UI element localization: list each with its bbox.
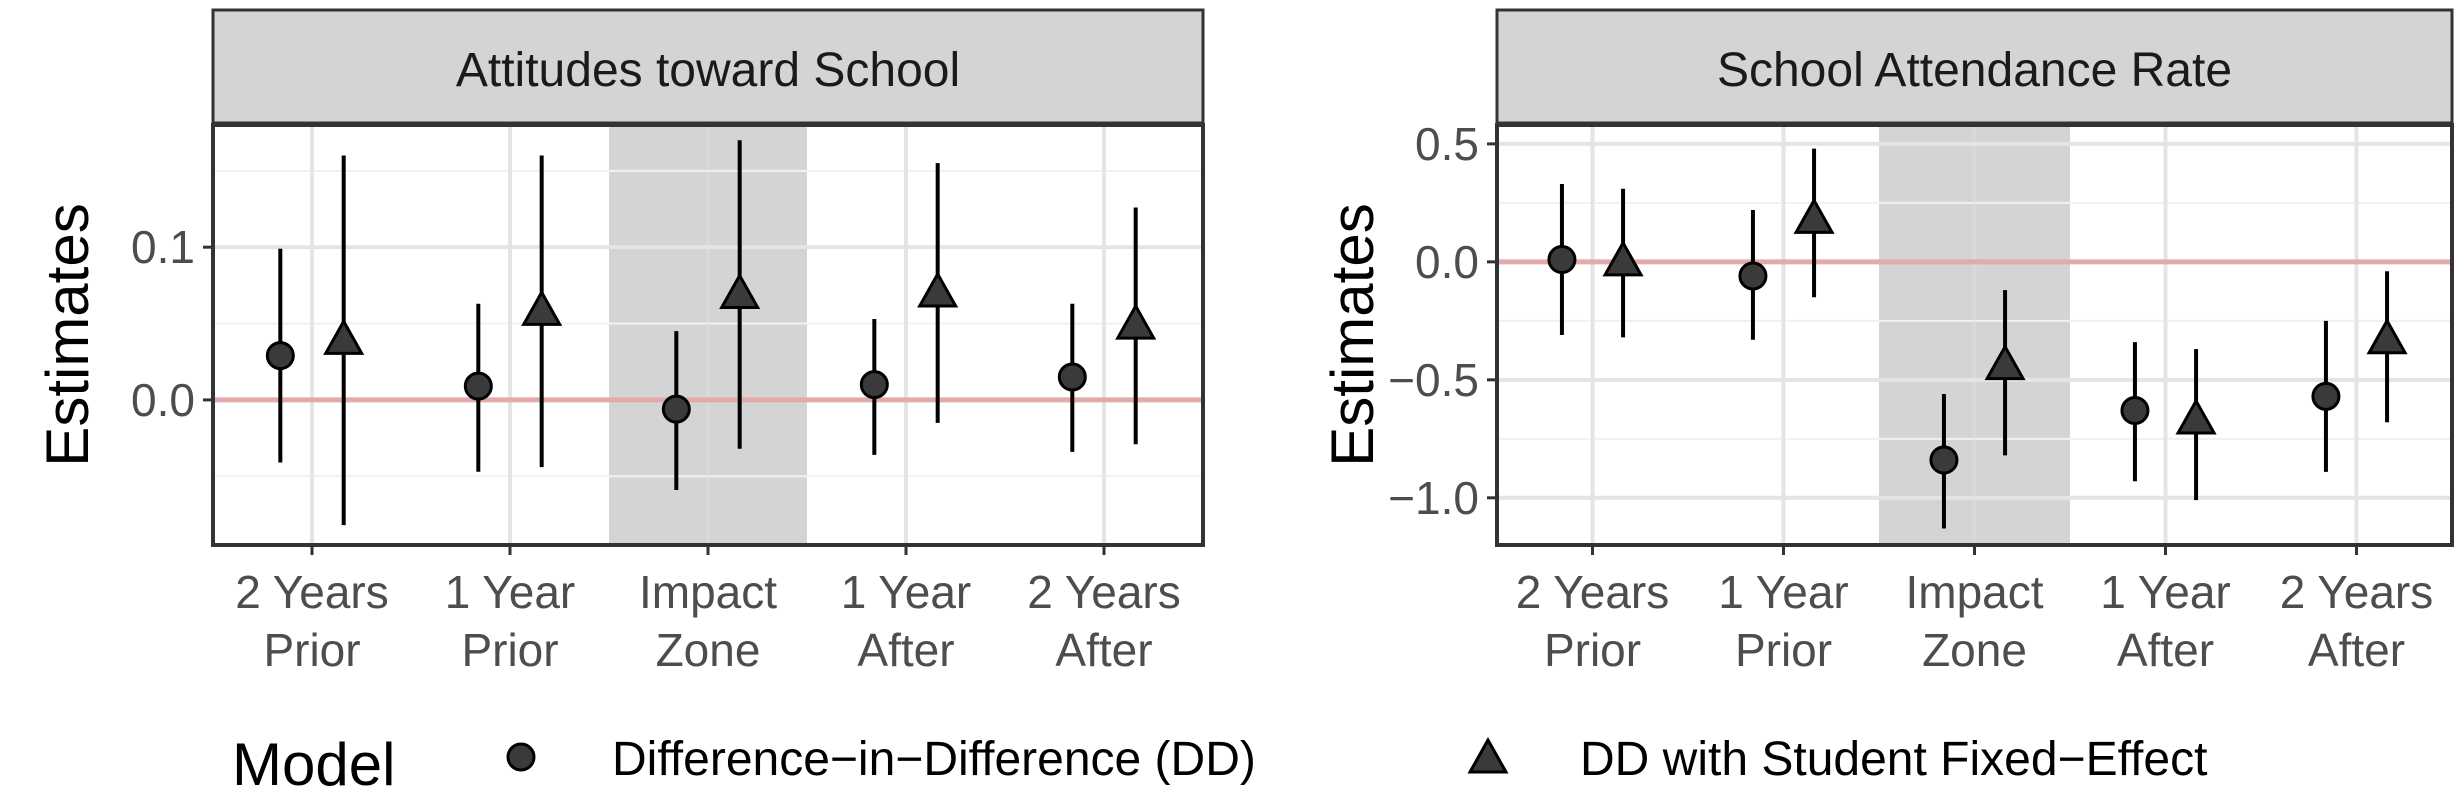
point-circle [2311,381,2341,411]
x-tick-label-line: Impact [1905,566,2043,618]
point-circle [2120,396,2150,426]
x-tick-label: 2 Years Prior [235,566,388,676]
x-tick-label-line: Prior [263,624,360,676]
legend-label-dd: Difference−in−Difference (DD) [612,733,1256,786]
series-dd-fixed-effect [323,140,1157,526]
x-tick-label-line: 1 Year [1718,566,1848,618]
x-tick-label-line: 1 Year [2100,566,2230,618]
x-tick-label-line: After [1055,624,1152,676]
x-tick-label: 1 Year Prior [1718,566,1848,676]
x-tick-label: 2 Years Prior [1516,566,1669,676]
impact-zone-band [1879,125,2070,545]
y-tick-label: −1.0 [1388,472,1479,524]
point-circle [859,370,889,400]
chart-panels: Attitudes toward School 0.0 0.1 Estimates 2 … [34,8,2454,676]
x-tick-label: 1 Year Prior [445,566,575,676]
point-circle [265,341,295,371]
legend-title: Model [232,731,395,798]
point-triangle [1115,303,1157,340]
facet-strip [1495,8,2454,125]
x-tick-label-line: Prior [461,624,558,676]
point-triangle [1793,197,1835,234]
x-tick-label-line: 1 Year [445,566,575,618]
impact-zone-band [609,125,807,545]
x-tick-label: 1 Year After [841,566,971,676]
point-circle [661,394,691,424]
x-tick-label-line: Zone [656,624,761,676]
x-tick-label: 2 Years After [1027,566,1180,676]
series-dd-fixed-effect [1602,148,2408,501]
y-axis-title: Estimates [34,203,101,466]
point-circle [1929,445,1959,475]
y-tick-label: 0.0 [1415,236,1479,288]
series-dd [1547,183,2341,529]
x-tick-label-line: 1 Year [841,566,971,618]
legend-label-dd-fe: DD with Student Fixed−Effect [1580,733,2207,786]
panel-1: Attitudes toward School 0.0 0.1 Estimates 2 … [34,8,1205,676]
point-triangle [2366,317,2408,355]
x-tick-label-line: After [2308,624,2405,676]
legend-triangle-marker [1467,736,1509,774]
x-tick-label: Impact Zone [639,566,777,676]
point-circle [1057,362,1087,392]
panel-border [211,123,1205,547]
point-triangle [2175,397,2217,435]
point-circle [1738,261,1768,291]
x-tick-label-line: After [857,624,954,676]
facet-strip [211,8,1205,125]
y-tick-label: −0.5 [1388,354,1479,406]
x-tick-label-line: 2 Years [235,566,388,618]
x-tick-label-line: Zone [1922,624,2027,676]
y-tick-label: 0.1 [131,221,195,273]
point-triangle [1602,239,1644,277]
x-tick-label-line: 2 Years [1516,566,1669,618]
point-triangle [917,270,959,308]
x-tick-label-line: After [2117,624,2214,676]
legend-circle-marker [506,742,536,772]
x-tick-label-line: 2 Years [2280,566,2433,618]
x-tick-label: 1 Year After [2100,566,2230,676]
x-tick-label: Impact Zone [1905,566,2043,676]
x-tick-label: 2 Years After [2280,566,2433,676]
panel-2: School Attendance Rate −1.0 −0.5 0.0 0.5 Esti… [1319,8,2454,676]
x-tick-label-line: 2 Years [1027,566,1180,618]
y-tick-label: 0.5 [1415,118,1479,170]
point-triangle [323,318,365,355]
legend: Model Difference−in−Difference (DD) DD w… [232,731,2207,798]
panel-border [1495,123,2454,547]
series-dd [265,248,1087,491]
facet-title: School Attendance Rate [1717,44,2232,97]
x-tick-label-line: Prior [1544,624,1641,676]
y-axis-title: Estimates [1319,203,1386,466]
x-tick-label-line: Prior [1735,624,1832,676]
point-circle [1547,244,1577,274]
y-tick-label: 0.0 [131,374,195,426]
point-triangle [521,289,563,326]
x-tick-label-line: Impact [639,566,777,618]
point-circle [463,371,493,401]
point-triangle [719,272,761,310]
point-triangle [1984,343,2026,381]
facet-title: Attitudes toward School [456,44,960,97]
